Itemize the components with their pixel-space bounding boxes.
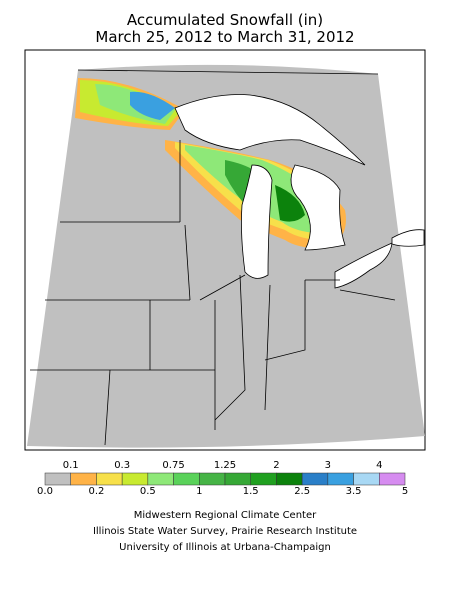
legend-label: 0.75 — [162, 460, 185, 471]
legend-label: 2 — [273, 460, 280, 471]
credit: Illinois State Water Survey, Prairie Res… — [92, 526, 358, 537]
lake — [391, 229, 425, 247]
snow-band — [275, 185, 305, 222]
legend-label: 1.5 — [242, 486, 259, 497]
legend-label: 0.1 — [62, 460, 79, 471]
legend-label: 0.5 — [139, 486, 156, 497]
legend-swatch — [224, 472, 251, 486]
legend-swatch — [276, 472, 303, 486]
legend-label: 0.0 — [37, 486, 53, 497]
legend-swatch — [70, 472, 97, 486]
borders — [30, 69, 396, 446]
legend-label: 0.2 — [88, 486, 105, 497]
legend-swatch — [147, 472, 174, 486]
lake — [174, 94, 366, 166]
snow-band — [130, 91, 175, 120]
legend-label: 2.5 — [294, 486, 311, 497]
legend-swatch — [44, 472, 71, 486]
lake — [334, 242, 393, 289]
legend-label: 5 — [401, 486, 409, 497]
legend-label: 3 — [324, 460, 332, 471]
legend-swatch — [327, 472, 354, 486]
region — [27, 64, 425, 448]
legend-bar — [44, 472, 406, 486]
legend-label: 1.25 — [213, 460, 237, 471]
legend-swatch — [121, 472, 149, 486]
map — [24, 49, 426, 451]
legend-swatch — [301, 472, 329, 486]
lake — [290, 164, 346, 251]
credit: University of Illinois at Urbana-Champai… — [119, 542, 331, 553]
legend-label: 1 — [196, 486, 203, 497]
legend-swatch — [379, 472, 406, 486]
legend-swatch — [173, 472, 200, 486]
legend-swatch — [199, 472, 226, 486]
legend-label: 4 — [376, 460, 383, 471]
legend-swatch — [250, 472, 277, 486]
credit: Midwestern Regional Climate Center — [133, 510, 317, 521]
legend-label: 3.5 — [345, 486, 362, 497]
lake — [241, 164, 273, 279]
legend-swatch — [353, 472, 380, 486]
title-line: Accumulated Snowfall (in) — [126, 11, 324, 29]
legend-label: 0.3 — [114, 460, 131, 471]
title-line: March 25, 2012 to March 31, 2012 — [95, 28, 355, 46]
legend-swatch — [96, 472, 123, 486]
